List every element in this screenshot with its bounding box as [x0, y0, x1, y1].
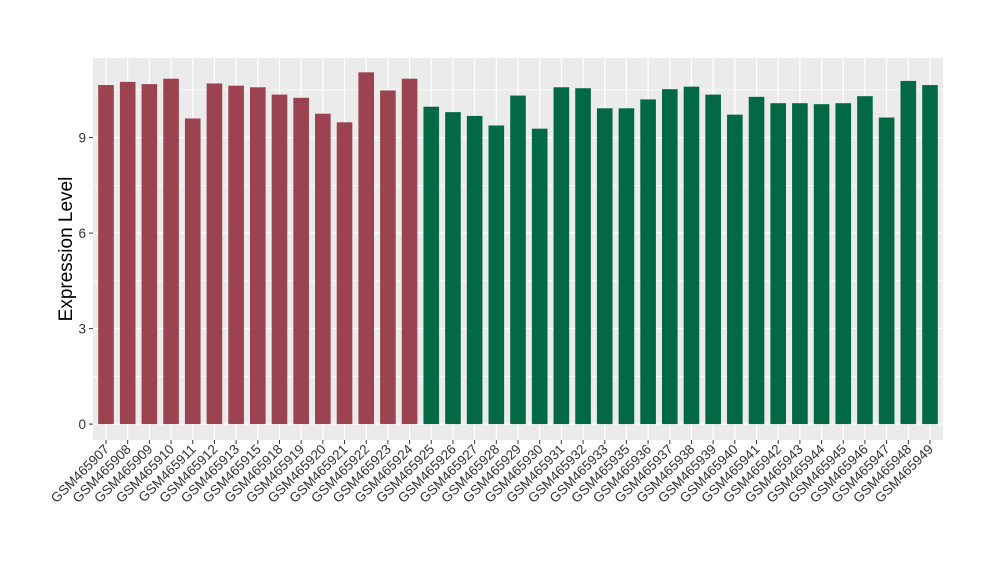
bar-GSM465924 [401, 78, 418, 425]
bar-GSM465920 [315, 113, 331, 425]
bar-GSM465933 [596, 108, 613, 425]
bar-GSM465945 [835, 103, 852, 425]
bars [98, 72, 938, 425]
y-axis: 0 3 6 9 [78, 131, 93, 432]
bar-GSM465923 [380, 90, 396, 425]
y-tick-label: 0 [78, 417, 86, 432]
bar-GSM465909 [141, 84, 158, 425]
bar-GSM465918 [271, 94, 288, 425]
bar-GSM465931 [553, 87, 570, 425]
bar-GSM465911 [184, 118, 201, 425]
bar-GSM465932 [575, 88, 591, 425]
bar-GSM465940 [727, 114, 743, 425]
y-tick-label: 3 [78, 322, 86, 337]
bar-GSM465913 [228, 85, 244, 425]
bar-GSM465949 [922, 85, 938, 425]
bar-GSM465941 [748, 96, 765, 425]
bar-GSM465936 [640, 99, 656, 425]
bar-GSM465910 [163, 78, 179, 425]
bar-GSM465938 [683, 86, 700, 425]
bar-GSM465937 [661, 89, 678, 425]
bar-GSM465948 [900, 80, 917, 425]
bar-GSM465927 [466, 115, 483, 425]
y-tick-label: 9 [78, 131, 86, 146]
bar-GSM465942 [770, 103, 787, 425]
bar-GSM465947 [878, 117, 895, 425]
bar-GSM465939 [705, 94, 721, 425]
bar-GSM465921 [336, 122, 353, 425]
bar-GSM465928 [488, 125, 505, 425]
bar-GSM465922 [358, 72, 375, 425]
bar-GSM465925 [423, 106, 440, 425]
bar-GSM465943 [792, 103, 808, 425]
bar-GSM465926 [445, 112, 461, 425]
x-axis: GSM465907GSM465908GSM465909GSM465910GSM4… [48, 440, 936, 506]
bar-GSM465929 [510, 95, 526, 425]
y-tick-label: 6 [78, 226, 86, 241]
y-axis-title: Expression Level [56, 177, 77, 322]
bar-GSM465930 [531, 128, 548, 425]
bar-GSM465946 [857, 96, 873, 425]
bar-GSM465907 [98, 85, 114, 425]
bar-GSM465944 [813, 104, 830, 425]
bar-GSM465912 [206, 83, 223, 425]
bar-GSM465915 [249, 87, 266, 425]
bar-GSM465919 [293, 97, 309, 425]
bar-GSM465908 [119, 81, 136, 425]
bar-GSM465935 [618, 108, 635, 425]
